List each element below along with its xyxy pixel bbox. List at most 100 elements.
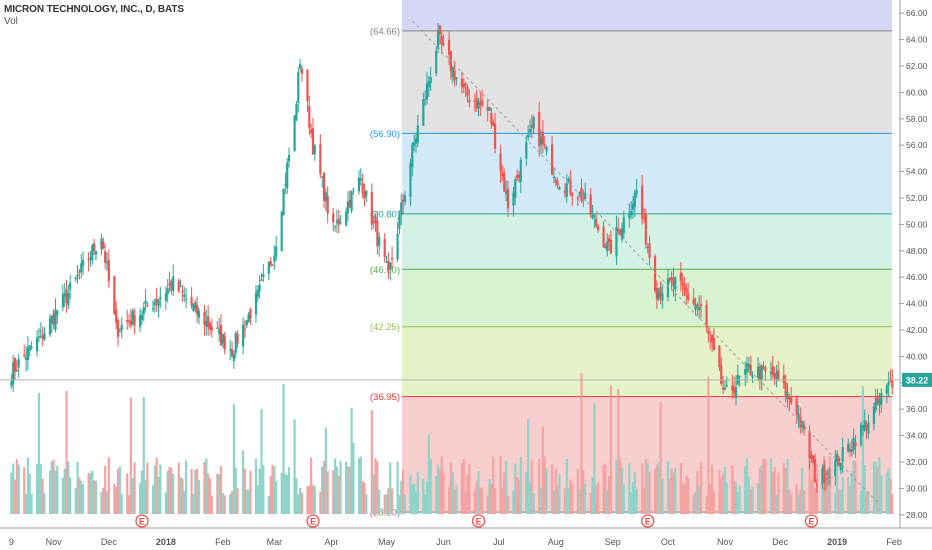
volume-bar <box>142 396 145 514</box>
candle-body <box>339 222 342 224</box>
candle-body <box>422 99 425 126</box>
volume-bar <box>241 450 245 514</box>
volume-bar <box>672 472 675 514</box>
volume-bar <box>245 489 248 514</box>
volume-bar <box>184 460 188 514</box>
volume-bar <box>569 479 572 514</box>
volume-bar <box>801 467 804 514</box>
volume-bar <box>210 495 213 514</box>
candle-body <box>503 173 506 192</box>
candle-body <box>350 190 353 211</box>
candle-body <box>528 129 532 133</box>
candle-body <box>76 274 79 277</box>
y-tick-label: 60.00 <box>906 87 928 97</box>
y-tick-label: 34.00 <box>906 431 928 441</box>
volume-bar <box>28 473 31 514</box>
volume-bar <box>850 471 853 514</box>
candle-body <box>527 134 530 138</box>
volume-bar <box>378 489 381 514</box>
volume-bar <box>880 475 883 514</box>
volume-bar <box>370 410 373 514</box>
candle-body <box>324 192 327 202</box>
volume-bar <box>532 492 535 514</box>
candle-body <box>208 323 212 330</box>
candle-body <box>241 324 245 347</box>
volume-bar <box>138 483 142 514</box>
volume-bar <box>516 477 519 514</box>
volume-bar <box>282 384 285 514</box>
candle-body <box>23 354 26 357</box>
volume-bar <box>269 476 272 514</box>
candle-body <box>142 307 145 314</box>
candle-body <box>595 219 598 227</box>
volume-bar <box>589 492 592 514</box>
volume-bar <box>249 470 252 514</box>
volume-bar <box>416 472 419 514</box>
volume-bar <box>10 472 13 514</box>
volume-bar <box>390 488 394 514</box>
volume-bar <box>539 487 543 514</box>
volume-bar <box>359 456 362 514</box>
volume-bar <box>552 489 556 514</box>
volume-bar <box>725 482 728 514</box>
candle-body <box>563 190 567 193</box>
candle-body <box>80 263 83 273</box>
x-tick-label: Jun <box>436 537 451 547</box>
candle-body <box>179 285 182 287</box>
candle-body <box>617 229 620 231</box>
volume-bar <box>885 472 888 514</box>
volume-bar <box>299 487 302 514</box>
volume-bar <box>795 484 798 514</box>
candle-body <box>91 245 94 261</box>
candle-body <box>69 282 72 290</box>
candle-body <box>387 260 390 269</box>
volume-bar <box>733 480 736 514</box>
volume-bar <box>409 474 412 514</box>
candle-body <box>205 321 208 327</box>
volume-bar <box>519 456 522 514</box>
volume-bar <box>821 484 824 514</box>
candle-body <box>321 176 324 178</box>
candle-body <box>687 294 690 300</box>
candle-body <box>576 198 579 200</box>
candle-body <box>777 370 780 381</box>
volume-bar <box>810 478 813 514</box>
candle-body <box>596 226 600 230</box>
candle-body <box>530 124 533 128</box>
volume-bar <box>475 481 478 514</box>
volume-bar <box>157 476 160 514</box>
candle-body <box>773 373 776 378</box>
volume-bar <box>50 461 53 514</box>
volume-bar <box>751 486 754 514</box>
volume-bar <box>839 489 842 514</box>
volume-bar <box>731 465 734 514</box>
candle-body <box>615 227 618 257</box>
volume-bar <box>273 466 276 514</box>
volume-bar <box>631 481 635 514</box>
volume-bar <box>576 469 579 514</box>
candle-body <box>376 221 379 247</box>
candle-body <box>655 288 659 300</box>
candle-body <box>525 142 528 159</box>
volume-bar <box>874 462 877 514</box>
candle-body <box>720 365 723 384</box>
volume-bar <box>460 463 464 514</box>
candle-body <box>813 459 817 483</box>
candle-body <box>332 213 335 223</box>
x-tick-label: Feb <box>215 537 231 547</box>
candle-body <box>197 310 201 318</box>
volume-bar <box>863 464 866 514</box>
candle-body <box>872 406 876 424</box>
candle-body <box>810 454 813 459</box>
volume-bar <box>230 491 234 514</box>
volume-bar <box>218 474 221 514</box>
candle-body <box>657 291 660 299</box>
candle-body <box>512 192 515 206</box>
candle-body <box>462 83 465 88</box>
candle-body <box>287 154 291 162</box>
volume-bar <box>828 456 831 514</box>
volume-bar <box>414 491 418 514</box>
volume-bar <box>322 461 326 514</box>
volume-bar <box>718 469 721 514</box>
